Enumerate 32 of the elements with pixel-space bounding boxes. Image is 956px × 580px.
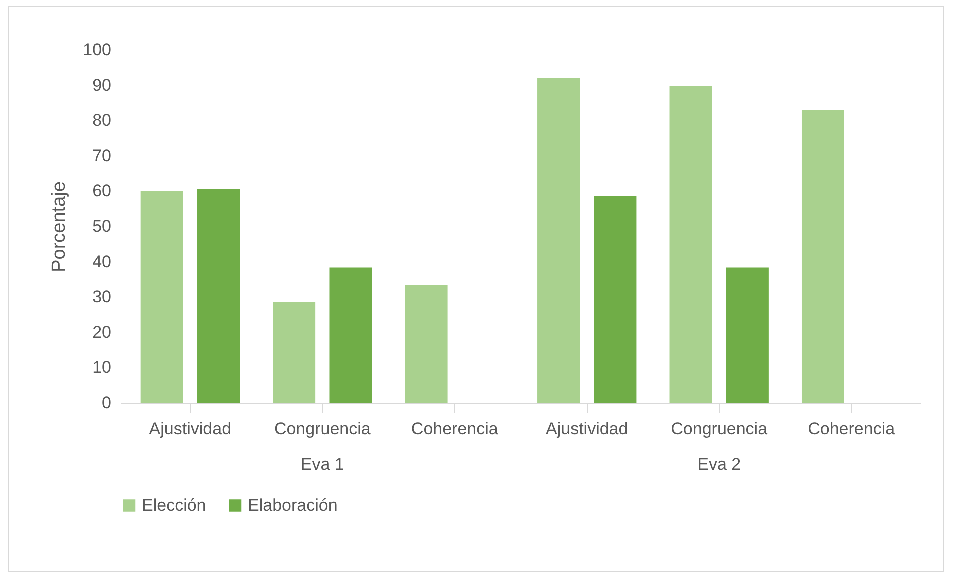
x-tick-label: Congruencia: [274, 420, 372, 438]
y-tick-label: 90: [92, 76, 112, 95]
text: Eva 2: [698, 455, 742, 474]
bar: [802, 110, 844, 403]
y-axis-title: Porcentaje: [49, 182, 70, 272]
y-tick-label: 80: [92, 111, 112, 130]
legend-label: Elaboración: [248, 496, 338, 515]
x-tick-label: Congruencia: [671, 420, 768, 438]
y-tick-label: 60: [92, 182, 112, 201]
y-tick-label: 40: [92, 252, 112, 272]
y-tick-label: 100: [83, 40, 112, 60]
bar: [405, 285, 448, 403]
x-tick-label: Ajustividad: [149, 420, 232, 438]
text: Eva 1: [300, 455, 344, 474]
bar: [538, 78, 580, 403]
y-tick-label: 30: [92, 288, 112, 307]
bar: [594, 196, 637, 403]
y-tick-label: 20: [92, 322, 112, 342]
legend-label: Elección: [142, 496, 206, 515]
x-tick-label: Coherencia: [411, 420, 499, 438]
bar: [726, 268, 769, 403]
bar: [670, 86, 712, 403]
bar: [198, 189, 240, 403]
x-tick-label: Ajustividad: [546, 420, 628, 438]
bar: [140, 191, 184, 403]
y-tick-label: 70: [92, 146, 112, 166]
bar: [273, 302, 316, 403]
bar: [330, 268, 372, 403]
y-tick-label: 50: [92, 217, 112, 236]
y-tick-label: 0: [102, 394, 112, 412]
y-tick-label: 10: [92, 358, 112, 378]
x-tick-label: Coherencia: [808, 420, 896, 438]
